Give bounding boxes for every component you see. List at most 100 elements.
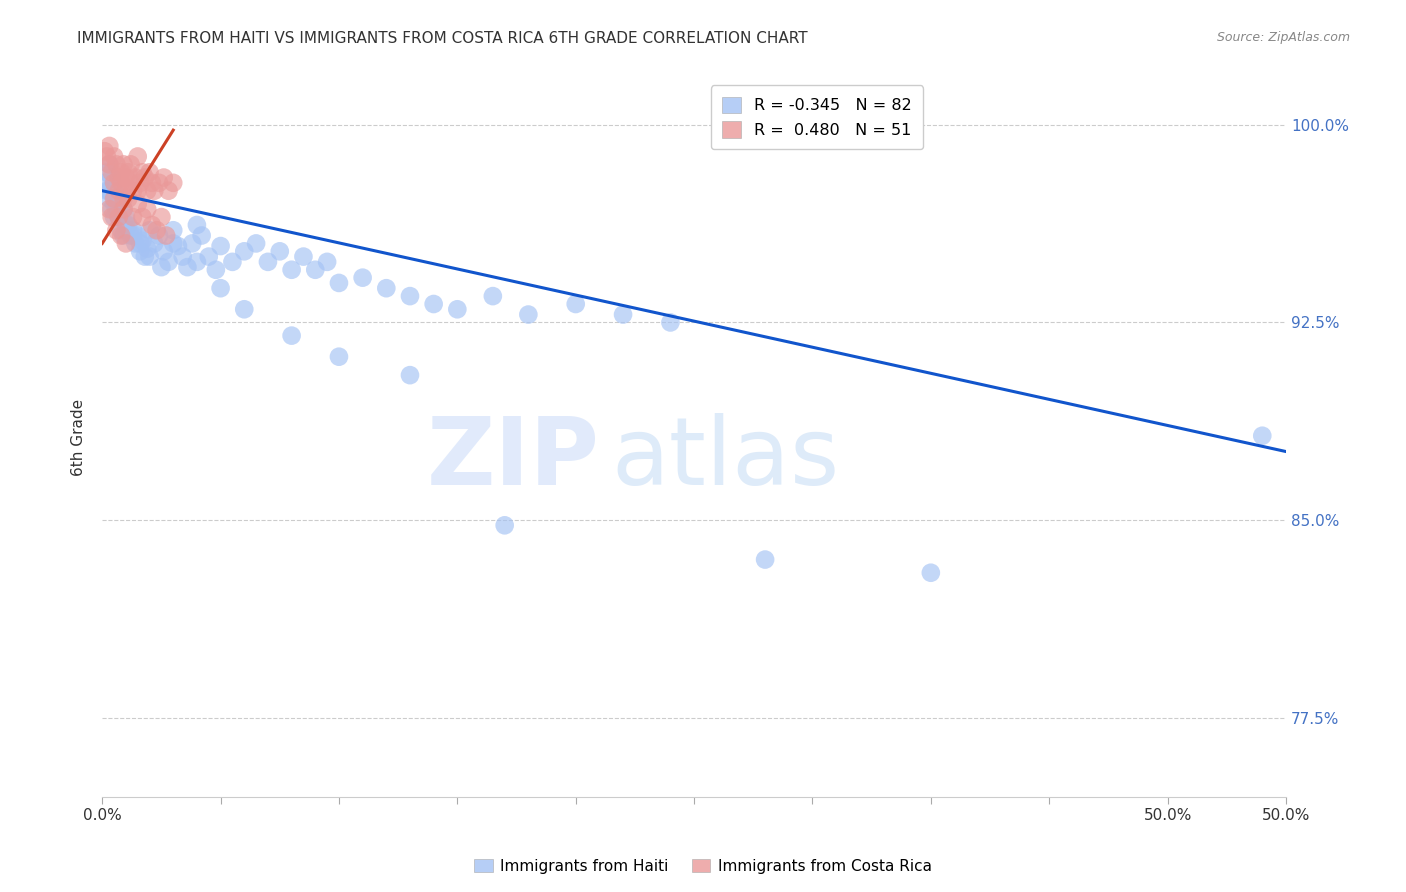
Point [269,244,291,259]
Point [143,236,166,251]
Point [103,197,125,211]
Point [316,255,339,269]
Point [110,176,132,190]
Point [143,184,166,198]
Point [115,210,138,224]
Point [145,223,167,237]
Point [93,145,115,159]
Point [352,270,374,285]
Point [1251,428,1274,442]
Point [245,236,267,251]
Point [157,184,180,198]
Point [120,228,142,243]
Point [148,176,170,190]
Point [257,255,280,269]
Point [181,236,204,251]
Point [115,184,138,198]
Point [103,149,125,163]
Point [190,228,212,243]
Point [124,170,146,185]
Point [280,262,302,277]
Point [98,202,121,216]
Point [103,192,125,206]
Point [129,176,152,190]
Text: atlas: atlas [612,413,839,505]
Point [117,218,139,232]
Point [98,139,121,153]
Text: ZIP: ZIP [426,413,599,505]
Point [112,192,135,206]
Point [103,176,125,190]
Point [107,210,129,224]
Text: IMMIGRANTS FROM HAITI VS IMMIGRANTS FROM COSTA RICA 6TH GRADE CORRELATION CHART: IMMIGRANTS FROM HAITI VS IMMIGRANTS FROM… [77,31,808,46]
Point [659,315,682,329]
Point [107,184,129,198]
Point [120,176,142,190]
Point [328,276,350,290]
Point [107,170,129,185]
Point [98,157,121,171]
Point [197,250,219,264]
Point [292,250,315,264]
Point [131,234,153,248]
Point [134,170,156,185]
Point [131,165,153,179]
Text: Source: ZipAtlas.com: Source: ZipAtlas.com [1216,31,1350,45]
Point [399,289,422,303]
Point [100,210,122,224]
Point [141,176,163,190]
Point [107,197,129,211]
Point [103,210,125,224]
Point [209,239,232,253]
Point [107,210,129,224]
Point [162,236,184,251]
Point [127,228,149,243]
Point [564,297,586,311]
Point [157,255,180,269]
Point [172,250,194,264]
Point [138,165,160,179]
Point [399,368,422,383]
Point [100,165,122,179]
Point [98,157,121,171]
Point [446,302,468,317]
Point [122,210,145,224]
Point [612,308,634,322]
Point [152,244,174,259]
Point [233,244,256,259]
Point [105,223,128,237]
Point [186,255,208,269]
Point [112,157,135,171]
Point [98,184,121,198]
Point [152,170,174,185]
Point [112,202,135,216]
Point [131,210,153,224]
Point [162,176,184,190]
Point [280,328,302,343]
Point [150,260,173,274]
Point [482,289,505,303]
Point [112,202,135,216]
Point [110,223,132,237]
Point [93,176,115,190]
Point [105,202,128,216]
Point [100,202,122,216]
Point [136,202,159,216]
Point [112,228,135,243]
Point [127,149,149,163]
Point [122,228,145,243]
Point [754,552,776,566]
Point [920,566,942,580]
Point [117,165,139,179]
Point [138,250,160,264]
Point [98,192,121,206]
Point [375,281,398,295]
Point [107,210,129,224]
Point [96,165,118,179]
Point [328,350,350,364]
Point [176,260,198,274]
Point [186,218,208,232]
Point [136,184,159,198]
Y-axis label: 6th Grade: 6th Grade [72,399,86,475]
Point [110,228,132,243]
